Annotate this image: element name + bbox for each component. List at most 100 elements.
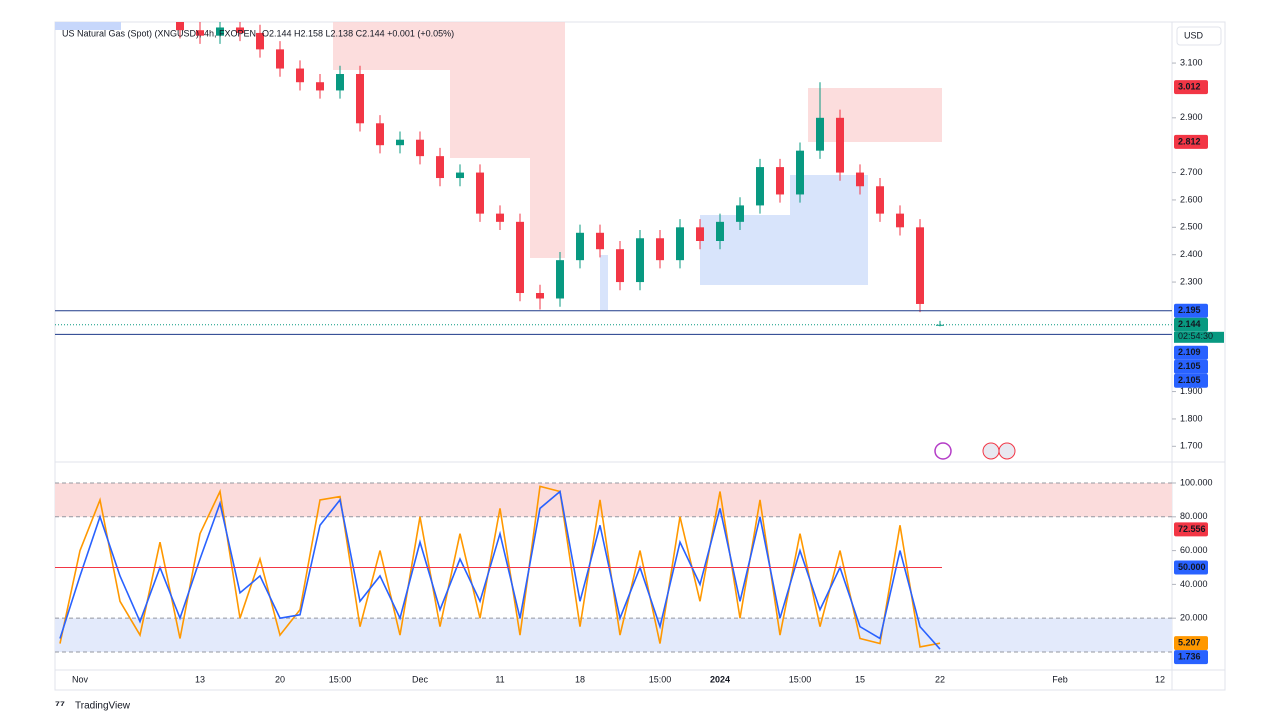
y-tick-label: 1.800	[1180, 413, 1203, 423]
candle-body	[196, 30, 204, 36]
x-tick-label: Dec	[412, 674, 429, 684]
price-badge	[1174, 359, 1208, 374]
candle-body	[336, 74, 344, 91]
y-tick-label: 20.000	[1180, 613, 1208, 623]
zone-band	[55, 483, 1172, 517]
candle-body	[396, 139, 404, 146]
price-badge-label: 1.736	[1178, 652, 1201, 662]
candle-body	[856, 172, 864, 187]
candle-body	[456, 172, 464, 179]
price-badge-label: 72.556	[1178, 524, 1206, 534]
candle-body	[556, 260, 564, 299]
price-badge	[1174, 303, 1208, 318]
price-badge-label: 50.000	[1178, 562, 1206, 572]
y-tick-label: 2.300	[1180, 276, 1203, 286]
candle-body	[216, 27, 224, 36]
price-badge-label: 2.812	[1178, 136, 1201, 146]
x-tick-label: 15:00	[789, 674, 812, 684]
x-tick-label: 13	[195, 674, 205, 684]
frame	[54, 21, 1226, 691]
y-tick-label: 1.900	[1180, 386, 1203, 396]
price-badge-label: 2.105	[1178, 361, 1201, 371]
stoch-line	[59, 489, 941, 650]
countdown-badge	[1174, 331, 1224, 343]
candle-body	[816, 117, 824, 151]
price-badge	[1174, 345, 1208, 360]
price-badge-label: 2.195	[1178, 305, 1201, 315]
supply-zone	[450, 70, 565, 158]
price-badge-label: 2.109	[1178, 347, 1201, 357]
price-badge	[1174, 373, 1208, 388]
price-badge-label: 2.105	[1178, 375, 1201, 385]
x-tick-label: Feb	[1052, 674, 1068, 684]
stoch-pane	[55, 482, 1172, 653]
candle-body	[296, 68, 304, 83]
supply-zone	[333, 22, 565, 70]
event-icon[interactable]	[982, 442, 1000, 460]
price-badge-label: 5.207	[1178, 638, 1201, 648]
price-badge	[1174, 636, 1208, 651]
price-badge	[1174, 134, 1208, 149]
zones	[333, 22, 942, 310]
candle-body	[776, 167, 784, 195]
price-badge	[1174, 650, 1208, 665]
candle-body	[276, 49, 284, 69]
price-badge	[1174, 522, 1208, 537]
x-tick-label: 2024	[710, 674, 730, 684]
candle-body	[256, 32, 264, 50]
x-tick-label: 20	[275, 674, 285, 684]
candle-body	[476, 172, 484, 214]
candle-body	[616, 249, 624, 283]
y-tick-label: 2.400	[1180, 249, 1203, 259]
candle-body	[696, 227, 704, 241]
y-tick-label: 80.000	[1180, 511, 1208, 521]
x-tick-label: 12	[1155, 674, 1165, 684]
candle-body	[736, 205, 744, 222]
candle-body	[656, 238, 664, 261]
countdown-label: 02:54:30	[1178, 331, 1213, 341]
demand-zone	[600, 255, 608, 310]
zone-band	[55, 618, 1172, 652]
axes: 3.100 2.900 2.700 2.600 2.500 2.400 2.300 1.900…	[72, 57, 1224, 684]
candle-body	[516, 221, 524, 294]
candle-body	[376, 123, 384, 146]
candle-body	[536, 293, 544, 299]
logo-mark: ⁷⁷	[55, 698, 65, 712]
x-tick-label: 15:00	[329, 674, 352, 684]
event-icon[interactable]	[998, 442, 1016, 460]
candle-body	[716, 221, 724, 241]
price-badge	[1174, 80, 1208, 95]
price-badge	[1174, 317, 1208, 332]
y-tick-label: 1.700	[1180, 441, 1203, 451]
candle-body	[416, 139, 424, 157]
candle-body	[176, 22, 184, 31]
price-badge-label: 2.144	[1178, 319, 1201, 329]
symbol-title: US Natural Gas (Spot) (XNGUSD), 4h, FXOP…	[62, 28, 256, 38]
x-tick-label: 15	[855, 674, 865, 684]
candle-body	[436, 156, 444, 179]
y-tick-label: 40.000	[1180, 579, 1208, 589]
demand-zone	[700, 215, 790, 285]
currency-label[interactable]: USD	[1184, 30, 1204, 40]
ohlc-values: O2.144 H2.158 L2.138 C2.144 +0.001 (+0.0…	[262, 28, 454, 38]
y-tick-label: 60.000	[1180, 545, 1208, 555]
event-icon[interactable]	[934, 442, 952, 460]
price-badge-label: 3.012	[1178, 82, 1201, 92]
candle-body	[576, 232, 584, 261]
supply-zone	[808, 88, 942, 142]
y-tick-label: 2.700	[1180, 167, 1203, 177]
x-tick-label: 22	[935, 674, 945, 684]
currency-button[interactable]	[1176, 26, 1222, 46]
candle-body	[916, 227, 924, 304]
y-tick-label: 2.900	[1180, 112, 1203, 122]
candle-body	[756, 167, 764, 206]
candle-body	[896, 213, 904, 228]
candle-body	[876, 186, 884, 214]
candle-body	[676, 227, 684, 261]
candle-body	[316, 82, 324, 91]
candle-body	[236, 27, 244, 33]
x-tick-label: 18	[575, 674, 585, 684]
candle-body	[636, 238, 644, 283]
candle-body	[836, 117, 844, 173]
